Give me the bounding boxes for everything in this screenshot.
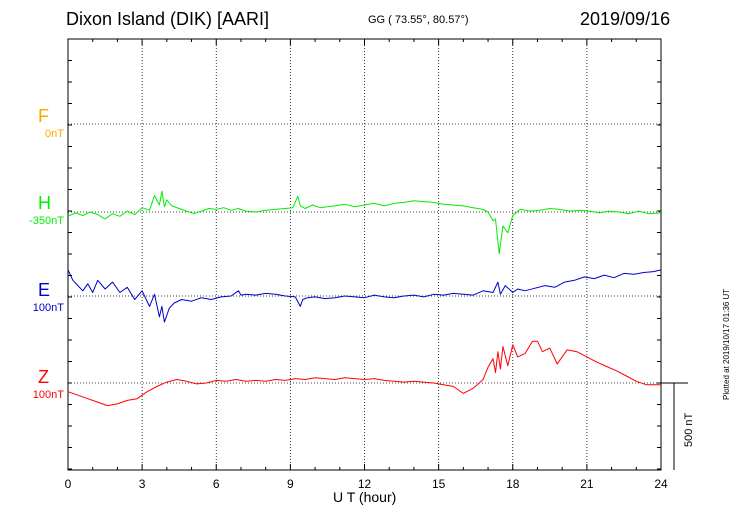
date-label: 2019/09/16 (580, 9, 671, 29)
series-line-e (67, 269, 662, 323)
scale-bar-label: 500 nT (683, 412, 695, 447)
series-baseline-h: -350nT (29, 215, 64, 227)
series-name-e: E (38, 280, 51, 300)
x-tick-label: 18 (506, 477, 520, 491)
series-line-h (67, 190, 662, 255)
series-name-f: F (38, 106, 49, 126)
x-tick-label: 15 (432, 477, 446, 491)
x-tick-label: 24 (654, 477, 668, 491)
x-tick-label: 21 (580, 477, 594, 491)
series-name-h: H (38, 193, 51, 213)
series-lines (67, 190, 662, 407)
x-tick-label: 0 (65, 477, 72, 491)
x-axis-label: U T (hour) (333, 489, 397, 505)
grid-lines (68, 39, 661, 470)
series-line-z (67, 340, 661, 407)
x-tick-label: 6 (213, 477, 220, 491)
x-ticks: 0 3 6 9 12 15 18 21 24 (65, 38, 668, 491)
x-tick-label: 9 (287, 477, 294, 491)
geographic-coordinates: GG ( 73.55°, 80.57°) (368, 14, 469, 26)
series-baseline-z: 100nT (32, 389, 64, 401)
series-baseline-e: 100nT (32, 302, 64, 314)
x-tick-label: 12 (358, 477, 372, 491)
x-tick-label: 3 (139, 477, 146, 491)
station-title: Dixon Island (DIK) [AARI] (66, 9, 270, 29)
scale-bar: 500 nT (660, 382, 695, 470)
series-baseline-f: 0nT (45, 128, 64, 140)
series-name-z: Z (38, 367, 49, 387)
